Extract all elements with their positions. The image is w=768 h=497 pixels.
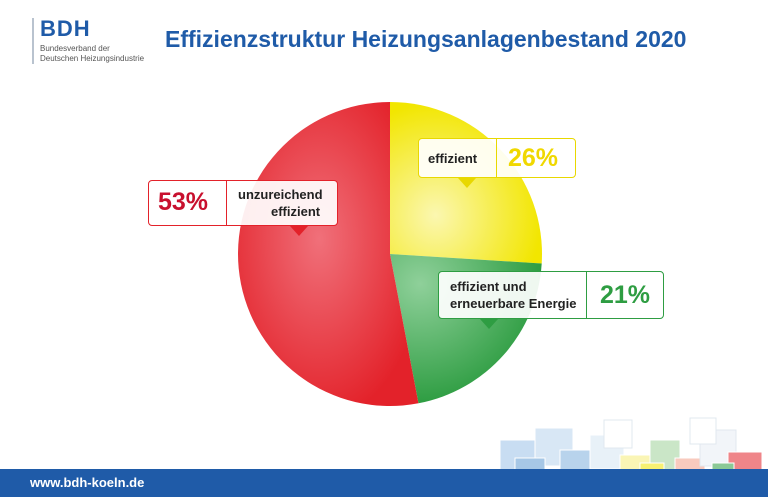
slice-value-unzureichend: 53% xyxy=(158,188,209,216)
callout-effizient-erneuerbar: effizient und erneuerbare Energie 21% xyxy=(438,271,664,331)
callout-unzureichend: 53% unzureichend effizient xyxy=(148,180,338,240)
footer-website-link[interactable]: www.bdh-koeln.de xyxy=(30,475,145,490)
logo-text: BDH xyxy=(40,16,91,41)
slice-label-unzureichend-line1: unzureichend xyxy=(238,187,323,202)
logo-subtitle-line1: Bundesverband der xyxy=(40,44,110,53)
slice-label-erneuerbar-line1: effizient und xyxy=(450,279,527,294)
logo-divider xyxy=(32,18,34,64)
footer-bar: www.bdh-koeln.de xyxy=(0,469,768,497)
slice-value-erneuerbar: 21% xyxy=(600,281,651,309)
slice-label-unzureichend-line2: effizient xyxy=(271,204,321,219)
callout-effizient: effizient 26% xyxy=(418,138,576,188)
slice-value-effizient: 26% xyxy=(508,144,559,172)
slice-label-effizient: effizient xyxy=(428,151,478,166)
logo-subtitle-line2: Deutschen Heizungsindustrie xyxy=(40,54,145,63)
slice-label-erneuerbar-line2: erneuerbare Energie xyxy=(450,296,577,311)
pie-slice-unzureichend xyxy=(237,102,419,406)
page-title: Effizienzstruktur Heizungsanlagenbestand… xyxy=(165,26,687,52)
